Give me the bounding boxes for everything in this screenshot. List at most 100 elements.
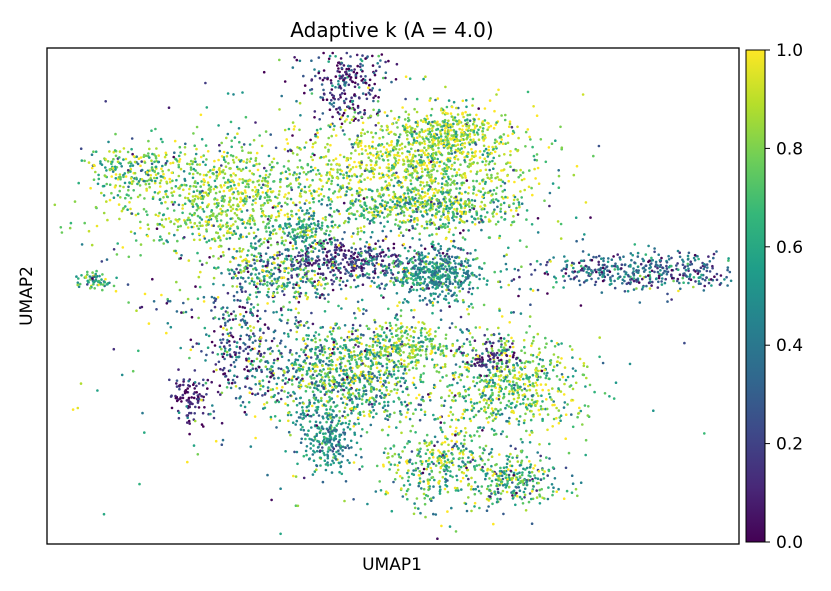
data-point (263, 178, 267, 182)
data-point (256, 276, 259, 280)
data-point (470, 128, 474, 132)
data-point (310, 214, 313, 217)
data-point (331, 115, 334, 119)
data-point (486, 155, 490, 158)
data-point (212, 168, 216, 171)
data-point (246, 221, 249, 225)
data-point (301, 167, 305, 170)
data-point (153, 170, 156, 174)
data-point (154, 213, 158, 217)
data-point (476, 257, 479, 260)
data-point (367, 86, 370, 89)
data-point (229, 173, 233, 177)
data-point (386, 150, 390, 154)
data-point (500, 216, 503, 219)
data-point (133, 160, 137, 164)
data-point (388, 263, 391, 266)
data-point (447, 217, 450, 220)
data-point (414, 386, 418, 390)
data-point (392, 265, 396, 269)
data-point (178, 158, 182, 161)
data-point (427, 144, 430, 148)
data-point (279, 339, 283, 343)
data-point (132, 189, 135, 192)
data-point (217, 245, 221, 248)
data-point (311, 241, 315, 244)
data-point (301, 409, 305, 412)
data-point (539, 138, 543, 141)
data-point (329, 91, 332, 95)
data-point (388, 415, 391, 419)
data-point (326, 335, 330, 338)
data-point (232, 172, 235, 175)
data-point (321, 217, 325, 220)
data-point (328, 125, 332, 129)
data-point (217, 236, 220, 239)
data-point (248, 216, 252, 220)
data-point (122, 206, 125, 210)
data-point (187, 216, 190, 220)
data-point (461, 176, 464, 179)
data-point (371, 140, 375, 144)
data-point (191, 205, 195, 208)
data-point (196, 171, 199, 175)
data-point (118, 189, 121, 193)
data-point (312, 376, 316, 380)
data-point (342, 111, 346, 115)
data-point (391, 253, 394, 257)
data-point (253, 254, 256, 258)
data-point (448, 275, 451, 279)
data-point (289, 308, 293, 312)
data-point (478, 150, 482, 153)
data-point (423, 202, 426, 206)
data-point (129, 207, 132, 211)
data-point (280, 284, 284, 288)
data-point (381, 364, 384, 368)
data-point (314, 223, 317, 227)
data-point (414, 204, 417, 208)
data-point (339, 185, 342, 188)
data-point (488, 99, 492, 102)
data-point (456, 149, 460, 153)
data-point (340, 336, 343, 340)
data-point (326, 374, 330, 377)
data-point (359, 75, 363, 78)
data-point (353, 85, 357, 89)
data-point (323, 287, 326, 290)
data-point (260, 214, 263, 218)
data-point (481, 133, 485, 136)
data-point (298, 324, 301, 327)
data-point (426, 128, 430, 131)
data-point (350, 96, 353, 99)
data-point (462, 131, 465, 134)
data-point (430, 233, 434, 236)
data-point (288, 172, 292, 176)
data-point (372, 108, 375, 112)
data-point (275, 232, 278, 235)
data-point (401, 106, 404, 109)
data-point (326, 77, 329, 81)
data-point (268, 195, 271, 199)
data-point (426, 153, 429, 157)
data-point (417, 258, 420, 261)
data-point (480, 228, 483, 232)
data-point (124, 157, 128, 161)
data-point (441, 139, 445, 142)
data-point (483, 119, 487, 122)
data-point (416, 276, 420, 280)
data-point (398, 220, 402, 223)
data-point (118, 173, 122, 176)
data-point (547, 146, 551, 149)
data-point (293, 322, 297, 326)
data-point (444, 183, 447, 187)
data-point (369, 423, 373, 427)
data-point (277, 284, 281, 288)
data-point (463, 206, 467, 210)
data-point (362, 209, 366, 212)
data-point (371, 197, 374, 201)
data-point (423, 146, 426, 149)
data-point (298, 354, 301, 358)
data-point (230, 224, 233, 228)
data-point (412, 159, 415, 163)
data-point (371, 189, 374, 193)
